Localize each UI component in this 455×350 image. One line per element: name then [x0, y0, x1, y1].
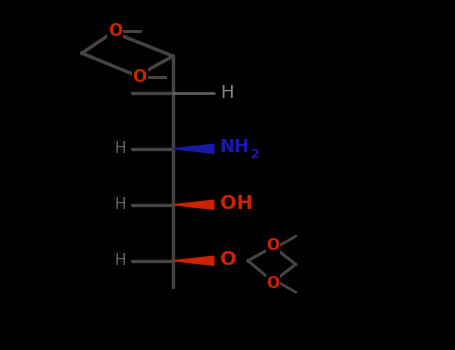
Text: O: O — [267, 276, 279, 290]
Text: 2: 2 — [251, 148, 259, 161]
Text: O: O — [220, 250, 237, 269]
Text: NH: NH — [220, 138, 250, 156]
Text: O: O — [108, 22, 122, 40]
Text: H: H — [115, 141, 126, 156]
Text: H: H — [115, 197, 126, 212]
Text: O: O — [132, 68, 147, 86]
Text: H: H — [221, 84, 234, 102]
Text: OH: OH — [220, 194, 253, 213]
Polygon shape — [173, 200, 214, 209]
Polygon shape — [173, 144, 214, 153]
Text: H: H — [115, 253, 126, 268]
Polygon shape — [173, 256, 214, 265]
Text: O: O — [267, 238, 279, 253]
